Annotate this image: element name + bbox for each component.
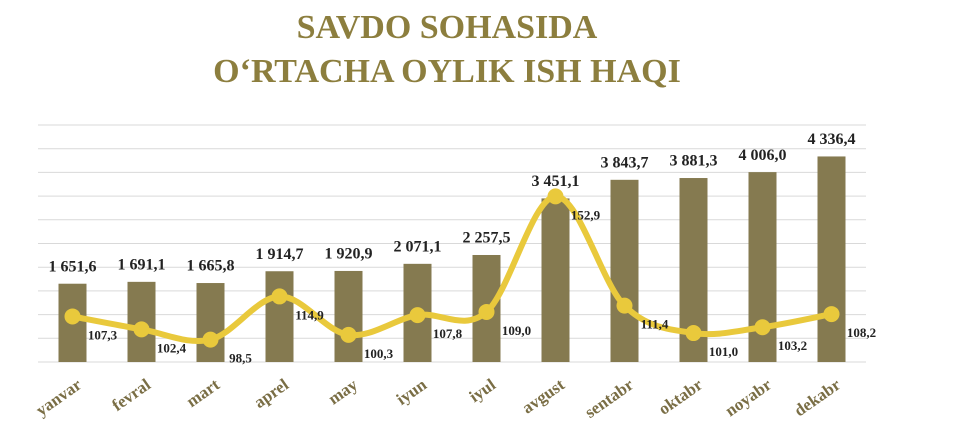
bar <box>196 283 225 362</box>
bar-value-label: 1 914,7 <box>256 246 304 263</box>
line-value-label: 152,9 <box>571 207 601 222</box>
bar <box>541 198 570 362</box>
x-tick-label: sentabr <box>581 375 637 422</box>
x-tick-label: noyabr <box>722 375 776 421</box>
line-value-label: 98,5 <box>229 351 252 366</box>
x-tick-label: iyul <box>466 375 500 406</box>
line-marker <box>616 297 633 314</box>
line-value-label: 108,2 <box>847 325 876 340</box>
bar-value-label: 4 006,0 <box>739 147 787 164</box>
line-marker <box>685 325 702 342</box>
line-value-label: 107,8 <box>433 326 463 341</box>
line-value-label: 102,4 <box>157 340 187 355</box>
x-tick-label: iyun <box>393 375 431 409</box>
x-tick-label: dekabr <box>791 375 845 421</box>
x-tick-label: avgust <box>518 375 568 418</box>
line-marker <box>547 188 564 205</box>
bar-value-label: 3 451,1 <box>532 173 580 190</box>
line-value-label: 111,4 <box>641 317 669 332</box>
x-tick-label: aprel <box>250 375 292 412</box>
line-marker <box>754 319 771 336</box>
x-tick-label: may <box>325 375 362 409</box>
bar <box>817 156 846 362</box>
bar <box>334 270 363 362</box>
line-marker <box>409 307 426 324</box>
bar-value-label: 2 257,5 <box>463 230 511 247</box>
bar-value-label: 3 843,7 <box>601 154 649 171</box>
bar-value-label: 1 651,6 <box>49 258 97 275</box>
bar <box>610 179 639 362</box>
bar-value-label: 1 920,9 <box>325 246 373 263</box>
line-value-label: 114,9 <box>295 307 324 322</box>
line-marker <box>823 306 840 323</box>
line-marker <box>64 308 81 325</box>
x-tick-label: mart <box>183 375 224 411</box>
chart-title: SAVDO SOHASIDA <box>297 9 598 46</box>
line-value-label: 103,2 <box>778 338 807 353</box>
bar-value-label: 3 881,3 <box>670 153 718 170</box>
x-tick-label: yanvar <box>32 375 85 420</box>
bar-value-label: 4 336,4 <box>808 131 856 148</box>
chart-title: O‘RTACHA OYLIK ISH HAQI <box>213 53 681 90</box>
bar <box>265 271 294 362</box>
line-marker <box>478 303 495 320</box>
line-marker <box>133 321 150 338</box>
line-value-label: 109,0 <box>502 323 531 338</box>
x-tick-label: oktabr <box>655 375 707 419</box>
line-value-label: 100,3 <box>364 346 394 361</box>
line-marker <box>340 326 357 343</box>
line-value-label: 107,3 <box>88 327 118 342</box>
bar-value-label: 2 071,1 <box>394 239 442 256</box>
x-tick-label: fevral <box>108 375 154 415</box>
bar-value-label: 1 665,8 <box>187 258 235 275</box>
bar-value-label: 1 691,1 <box>118 257 166 274</box>
line-marker <box>271 288 288 305</box>
line-value-label: 101,0 <box>709 344 738 359</box>
line-marker <box>202 331 219 348</box>
